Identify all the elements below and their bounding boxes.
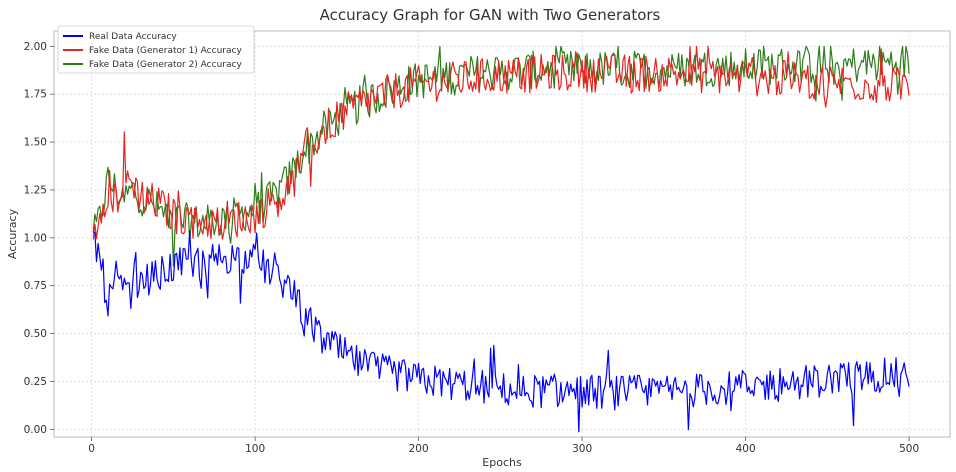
plot-frame — [53, 30, 951, 438]
legend-label: Fake Data (Generator 1) Accuracy — [89, 46, 242, 56]
legend-label: Fake Data (Generator 2) Accuracy — [89, 60, 242, 70]
series-line-2 — [92, 45, 910, 240]
legend-label: Real Data Accuracy — [89, 32, 177, 42]
y-tick-label: 1.50 — [24, 137, 47, 149]
x-tick-label: 300 — [572, 443, 592, 455]
y-tick-label: 0.25 — [24, 376, 47, 388]
legend: Real Data Accuracy Fake Data (Generator 1… — [57, 25, 255, 74]
axis-ticks: 0 100 200 300 400 500 0.00 0.25 0.50 0.75 1.00 1.25… — [24, 41, 920, 455]
y-tick-label: 2.00 — [24, 41, 47, 53]
x-tick-label: 500 — [899, 443, 919, 455]
legend-box — [57, 25, 255, 74]
series-group — [92, 45, 910, 433]
series-line-3 — [92, 45, 910, 267]
x-axis-label: Epochs — [482, 456, 522, 469]
y-tick-label: 1.00 — [24, 232, 47, 244]
y-axis-label: Accuracy — [6, 208, 19, 259]
x-tick-label: 100 — [245, 443, 265, 455]
x-tick-label: 0 — [88, 443, 95, 455]
y-tick-label: 1.25 — [24, 184, 47, 196]
series-line-1 — [92, 230, 910, 433]
x-tick-label: 400 — [736, 443, 756, 455]
y-tick-label: 0.75 — [24, 280, 47, 292]
chart-title: Accuracy Graph for GAN with Two Generato… — [320, 6, 661, 24]
y-tick-label: 1.75 — [24, 89, 47, 101]
y-tick-label: 0.00 — [24, 424, 47, 436]
y-tick-label: 0.50 — [24, 328, 47, 340]
x-tick-label: 200 — [409, 443, 429, 455]
